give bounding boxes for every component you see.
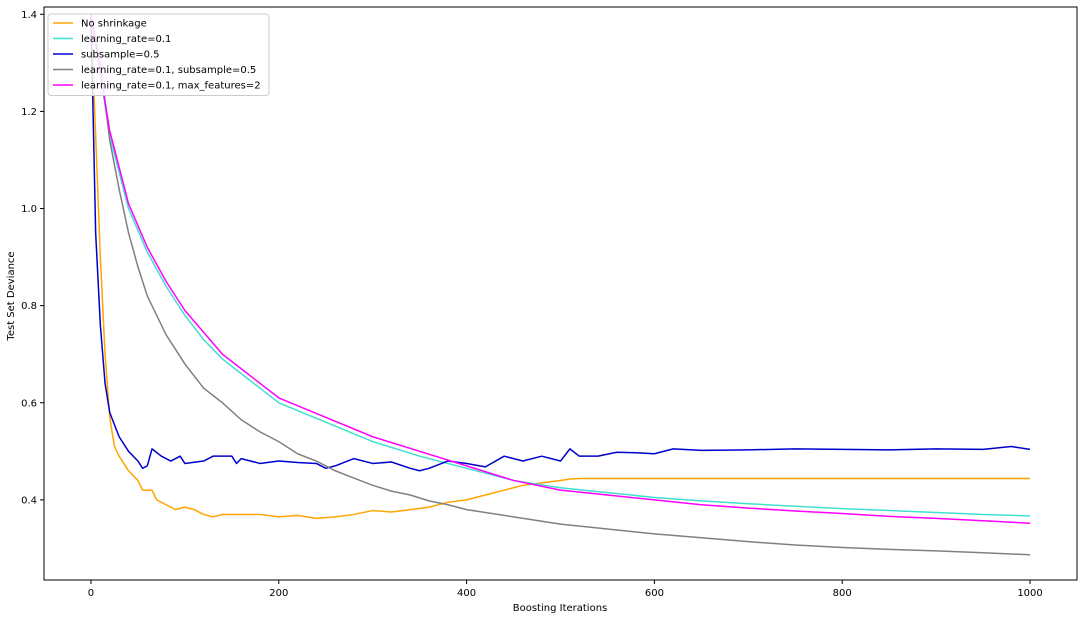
x-tick-label: 400 xyxy=(457,588,476,599)
series-line-2 xyxy=(90,14,1031,472)
legend-entry-label: subsample=0.5 xyxy=(81,50,160,61)
series-line-4 xyxy=(90,14,1031,524)
series-line-0 xyxy=(90,14,1031,520)
x-tick-label: 1000 xyxy=(1017,588,1042,599)
x-tick-label: 200 xyxy=(269,588,288,599)
y-tick-label: 1.0 xyxy=(21,204,37,215)
x-tick-label: 800 xyxy=(833,588,852,599)
y-tick-label: 0.6 xyxy=(21,398,37,409)
legend: No shrinkage learning_rate=0.1 subsample=0… xyxy=(47,13,270,96)
plot-frame xyxy=(43,6,1078,581)
legend-box xyxy=(47,13,270,96)
y-axis-label: Test Set Deviance xyxy=(6,251,17,341)
legend-entry-label: learning_rate=0.1, subsample=0.5 xyxy=(81,65,256,76)
y-tick-label: 1.4 xyxy=(21,10,37,21)
y-axis: 0.4 0.6 0.8 1.0 1.2 1.4 xyxy=(21,10,44,506)
y-tick-label: 1.2 xyxy=(21,107,37,118)
legend-entry-label: learning_rate=0.1, max_features=2 xyxy=(81,81,261,92)
x-axis-label: Boosting Iterations xyxy=(513,603,608,614)
x-tick-label: 0 xyxy=(88,588,94,599)
y-tick-label: 0.4 xyxy=(21,495,37,506)
series-line-3 xyxy=(90,14,1031,556)
x-tick-label: 600 xyxy=(645,588,664,599)
x-axis: 0 200 400 600 800 1000 xyxy=(88,580,1043,599)
legend-entry-label: No shrinkage xyxy=(81,19,147,30)
y-tick-label: 0.8 xyxy=(21,301,37,312)
legend-entry-label: learning_rate=0.1 xyxy=(81,34,171,45)
series-line-1 xyxy=(90,14,1031,517)
series-layer xyxy=(90,14,1031,556)
